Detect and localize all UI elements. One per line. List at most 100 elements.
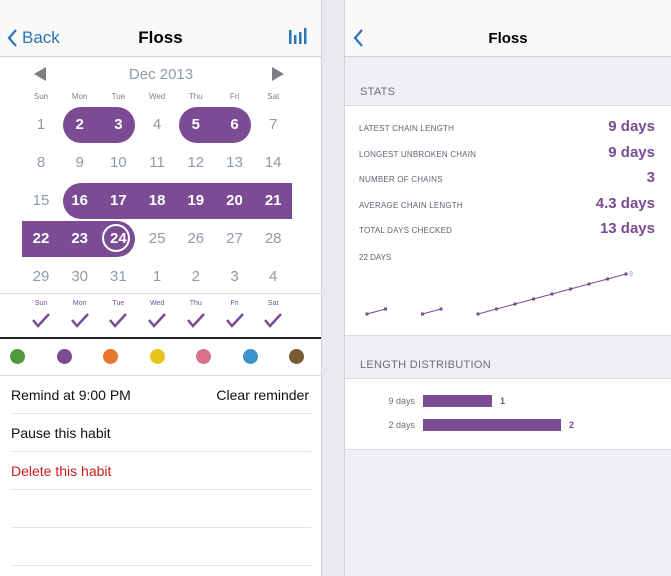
sparkline-end-label: 9 [629, 271, 633, 278]
checkmark-icon[interactable] [254, 312, 292, 328]
stats-button[interactable] [289, 28, 307, 49]
calendar-day[interactable]: 14 [264, 154, 282, 171]
distribution-header: LENGTH DISTRIBUTION [360, 359, 491, 371]
pause-habit-button[interactable]: Pause this habit [11, 414, 311, 452]
distribution-label: 9 days [388, 396, 415, 406]
calendar-day[interactable]: 6 [230, 116, 239, 133]
sparkline-point [439, 307, 443, 311]
month-label: Dec 2013 [128, 66, 194, 83]
stat-row: LONGEST UNBROKEN CHAIN 9 days [359, 142, 655, 168]
empty-row [11, 528, 311, 566]
calendar-day[interactable]: 21 [264, 192, 282, 209]
calendar-day[interactable]: 25 [148, 230, 166, 247]
checkmark-icon[interactable] [177, 312, 215, 328]
weekday-label: Mon [71, 92, 88, 101]
calendar-day[interactable]: 29 [32, 268, 50, 285]
weekday-check-label: Thu [189, 300, 202, 307]
color-swatch[interactable] [149, 349, 165, 364]
calendar-day[interactable]: 31 [110, 268, 127, 285]
back-chevron-icon[interactable] [353, 29, 364, 47]
color-swatch[interactable] [56, 349, 72, 364]
page-title: Floss [488, 30, 528, 47]
prev-month-arrow-icon[interactable] [34, 67, 46, 81]
checkmark-icon[interactable] [138, 312, 176, 328]
weekday-check-label: Wed [149, 300, 165, 307]
calendar-day[interactable]: 11 [149, 154, 165, 171]
sparkline-point [365, 312, 369, 316]
calendar-day[interactable]: 2 [75, 116, 84, 133]
calendar-day[interactable]: 1 [36, 116, 46, 133]
nav-bar: Back Floss [0, 0, 321, 57]
calendar-day[interactable]: 4 [269, 268, 278, 285]
calendar-day[interactable]: 9 [75, 154, 84, 171]
checkmark-icon[interactable] [61, 312, 99, 328]
back-button[interactable]: Back [7, 28, 60, 48]
page-title: Floss [138, 28, 183, 47]
sparkline-segment [422, 308, 442, 315]
color-swatch[interactable] [289, 349, 304, 364]
stat-row: TOTAL DAYS CHECKED 13 days [359, 218, 655, 244]
sparkline-label: 22 DAYS [359, 253, 392, 262]
calendar-day[interactable]: 17 [110, 192, 127, 209]
weekday-check-label: Mon [72, 300, 87, 307]
checkmark-icon[interactable] [216, 312, 254, 328]
delete-habit-button[interactable]: Delete this habit [11, 452, 311, 490]
calendar-day[interactable]: 3 [230, 268, 239, 285]
calendar-day[interactable]: 27 [226, 230, 243, 247]
chain-band [178, 107, 252, 143]
calendar-day[interactable]: 16 [71, 192, 89, 209]
stat-row: AVERAGE CHAIN LENGTH 4.3 days [359, 193, 655, 219]
sparkline-point [569, 287, 572, 291]
remind-row[interactable]: Remind at 9:00 PM Clear reminder [11, 376, 311, 414]
stats-screen: Floss STATS LATEST CHAIN LENGTH 9 days LON… [344, 0, 671, 576]
calendar-day[interactable]: 19 [187, 192, 205, 209]
sparkline-point [550, 292, 554, 296]
sparkline-point [624, 272, 628, 276]
sparkline-point [587, 282, 591, 286]
stat-row: LATEST CHAIN LENGTH 9 days [359, 116, 655, 142]
calendar-day[interactable]: 2 [191, 268, 200, 285]
color-swatch[interactable] [103, 349, 118, 364]
stat-label: LATEST CHAIN LENGTH [359, 124, 455, 133]
calendar-day[interactable]: 10 [110, 154, 127, 171]
calendar-day[interactable]: 26 [187, 230, 205, 247]
weekday-check-label: Sat [267, 300, 279, 307]
calendar-day[interactable]: 7 [269, 116, 278, 133]
calendar-day[interactable]: 23 [71, 230, 89, 247]
bar-chart-icon [289, 28, 307, 44]
calendar-day[interactable]: 5 [191, 116, 200, 133]
calendar-day[interactable]: 28 [264, 230, 282, 247]
next-month-arrow-icon[interactable] [272, 67, 284, 81]
calendar-day[interactable]: 4 [152, 116, 162, 133]
weekday-label: Fri [229, 92, 240, 101]
calendar-day[interactable]: 1 [152, 268, 162, 285]
today-ring [102, 224, 131, 252]
habit-detail-screen: Back Floss Dec 2013 Sun Mon Tue Wed Thu Fri Sa… [0, 0, 322, 576]
calendar-day[interactable]: 8 [36, 154, 46, 171]
stat-label: TOTAL DAYS CHECKED [359, 226, 453, 235]
checkmark-icon[interactable] [99, 312, 137, 328]
distribution-label: 2 days [388, 420, 415, 430]
color-swatch[interactable] [242, 349, 258, 364]
sparkline-point [606, 277, 609, 281]
calendar-day[interactable]: 22 [32, 230, 50, 247]
calendar-day[interactable]: 12 [187, 154, 205, 171]
divider [0, 337, 321, 339]
distribution-card: 9 days 1 2 days 2 [345, 378, 671, 450]
stat-value: 3 [646, 169, 655, 186]
color-swatch[interactable] [196, 349, 211, 364]
calendar-day[interactable]: 18 [148, 192, 166, 209]
distribution-count: 1 [500, 396, 506, 406]
calendar-day[interactable]: 30 [71, 268, 89, 285]
calendar-day[interactable]: 20 [226, 192, 243, 209]
calendar-day[interactable]: 3 [114, 116, 123, 133]
calendar-day[interactable]: 13 [226, 154, 243, 171]
weekday-label: Tue [111, 92, 126, 101]
distribution-bar [423, 419, 561, 431]
checkmark-icon[interactable] [22, 312, 60, 328]
clear-reminder-button[interactable]: Clear reminder [216, 387, 309, 403]
calendar-day[interactable]: 15 [32, 192, 50, 209]
color-swatch[interactable] [10, 349, 25, 364]
weekday-check-label: Sun [34, 300, 48, 307]
